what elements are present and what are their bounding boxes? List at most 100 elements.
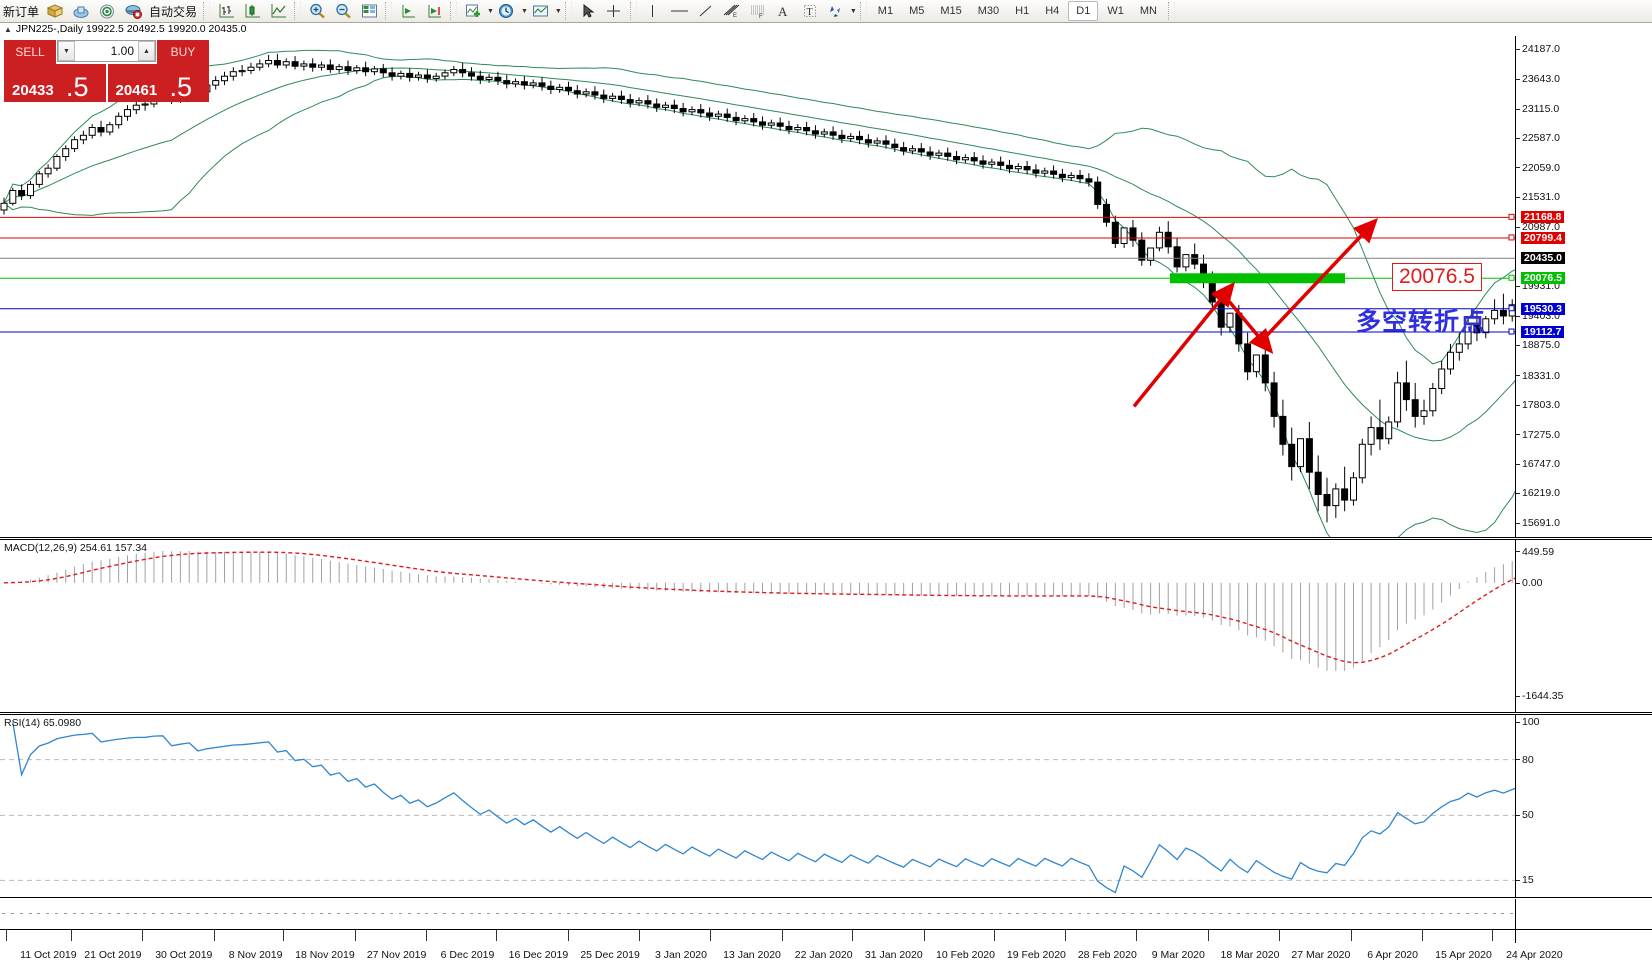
date-minor-tick — [372, 913, 376, 914]
date-label: 15 Apr 2020 — [1435, 949, 1492, 961]
date-minor-tick — [1175, 913, 1179, 914]
date-minor-tick — [1051, 913, 1055, 914]
date-minor-tick — [663, 913, 667, 914]
shift-start-icon[interactable] — [396, 1, 420, 21]
cursor-icon[interactable] — [576, 1, 600, 21]
volume-up-button[interactable]: ▲ — [138, 41, 155, 61]
date-axis[interactable]: 11 Oct 2019 21 Oct 2019 30 Oct 2019 8 Nov 2… — [0, 899, 1652, 961]
timeframe-button-m5[interactable]: M5 — [909, 5, 925, 17]
date-minor-tick — [1148, 913, 1152, 914]
date-minor-tick — [1413, 913, 1417, 914]
price-level-tag[interactable]: 21168.8 — [1521, 211, 1565, 224]
rsi-pane: RSI(14) 65.0980 100 80 50 15 — [0, 714, 1652, 898]
sell-button[interactable]: SELL — [4, 40, 56, 64]
rsi-plot-area[interactable] — [0, 715, 1515, 897]
trendline-icon[interactable] — [694, 1, 718, 21]
date-minor-tick — [981, 913, 984, 914]
indicators-icon[interactable] — [461, 1, 485, 21]
date-minor-tick — [1342, 913, 1346, 914]
timeframe-button-m15[interactable]: M15 — [940, 5, 962, 17]
label-icon[interactable]: T — [798, 1, 822, 21]
date-minor-tick — [787, 913, 790, 914]
buy-quote[interactable]: 20461 .5 — [107, 64, 209, 102]
bar-chart-icon[interactable] — [214, 1, 238, 21]
date-minor-tick — [319, 913, 323, 914]
date-minor-tick — [204, 913, 208, 914]
objects-icon[interactable] — [824, 1, 848, 21]
channel-icon[interactable]: F — [746, 1, 770, 21]
sell-price-fraction: .5 — [66, 72, 89, 102]
timeframe-button-h4[interactable]: H4 — [1045, 5, 1060, 17]
volume-input[interactable]: 1.00 — [110, 44, 134, 58]
date-minor-tick — [945, 913, 949, 914]
line-chart-icon[interactable] — [266, 1, 290, 21]
date-minor-tick — [495, 913, 499, 914]
toolbar-separator-5 — [564, 2, 572, 20]
volume-stepper[interactable]: ▼ 1.00 ▲ — [57, 40, 156, 62]
crosshair-icon[interactable] — [602, 1, 626, 21]
indicators-caret-icon[interactable]: ▼ — [487, 7, 494, 15]
new-order-button[interactable]: 新订单 — [3, 4, 40, 19]
price-level-tag[interactable]: 20799.4 — [1521, 231, 1565, 244]
candlestick-icon[interactable] — [240, 1, 264, 21]
date-minor-tick — [240, 913, 244, 914]
templates-caret-icon[interactable]: ▼ — [554, 7, 562, 15]
price-level-tag[interactable]: 19112.7 — [1521, 326, 1565, 339]
zoom-out-icon[interactable] — [331, 1, 355, 21]
period-caret-icon[interactable]: ▼ — [520, 7, 528, 15]
timeframe-button-d1[interactable]: D1 — [1068, 1, 1099, 21]
timeframe-button-w1[interactable]: W1 — [1107, 5, 1124, 17]
rsi-axis[interactable]: 100 80 50 15 — [1515, 715, 1652, 897]
date-minor-tick — [1016, 913, 1020, 914]
date-minor-tick — [416, 913, 420, 914]
price-axis[interactable]: 24187.0 23643.0 23115.0 22587.0 22059.0 21531… — [1515, 36, 1652, 537]
vline-icon[interactable] — [641, 1, 665, 21]
robot-icon[interactable] — [121, 1, 145, 21]
signal-icon[interactable] — [95, 1, 119, 21]
date-minor-tick — [407, 913, 411, 914]
autotrade-button[interactable]: 自动交易 — [149, 4, 198, 19]
date-minor-tick — [584, 913, 588, 914]
date-label: 8 Nov 2019 — [228, 949, 283, 961]
text-icon[interactable]: A — [772, 1, 796, 21]
timeframe-button-h1[interactable]: H1 — [1015, 5, 1030, 17]
price-level-tag[interactable]: 20076.5 — [1521, 272, 1565, 285]
collapse-triangle-icon[interactable]: ▲ — [4, 25, 12, 34]
cloud-icon[interactable] — [69, 1, 93, 21]
date-minor-tick — [557, 913, 561, 914]
zoom-in-icon[interactable] — [305, 1, 329, 21]
date-minor-tick — [1122, 913, 1126, 914]
date-minor-tick — [1395, 913, 1399, 914]
data-window-icon[interactable] — [357, 1, 381, 21]
timeframe-button-m1[interactable]: M1 — [877, 5, 894, 17]
date-minor-tick — [143, 913, 147, 914]
book-icon[interactable] — [43, 1, 67, 21]
date-minor-tick — [645, 913, 649, 914]
macd-plot-area[interactable] — [0, 540, 1515, 712]
price-level-tag[interactable]: 20435.0 — [1521, 252, 1565, 265]
timeframe-button-m30[interactable]: M30 — [977, 5, 1000, 17]
buy-button[interactable]: BUY — [157, 40, 209, 64]
date-minor-tick — [936, 913, 940, 914]
date-minor-tick — [169, 913, 173, 914]
price-plot-area[interactable]: 20076.5 多空转折点 — [0, 36, 1515, 537]
timeframe-button-mn[interactable]: MN — [1139, 5, 1157, 17]
sell-quote[interactable]: 20433 .5 — [4, 64, 106, 102]
date-minor-tick — [1078, 913, 1081, 914]
hline-icon[interactable] — [667, 1, 692, 21]
date-minor-tick — [1289, 913, 1293, 914]
macd-axis[interactable]: 449.59 0.00 -1644.35 — [1515, 540, 1652, 712]
fibo-icon[interactable]: E — [720, 1, 744, 21]
price-level-tag[interactable]: 19530.3 — [1521, 302, 1565, 315]
date-minor-tick — [46, 913, 50, 914]
shift-end-icon[interactable] — [422, 1, 446, 21]
date-minor-tick — [1201, 913, 1205, 914]
templates-icon[interactable] — [529, 1, 553, 21]
volume-down-button[interactable]: ▼ — [58, 41, 75, 61]
toolbar-separator-1 — [203, 2, 211, 20]
date-label: 18 Nov 2019 — [295, 949, 355, 961]
date-label: 18 Mar 2020 — [1220, 949, 1280, 961]
period-icon[interactable] — [495, 1, 519, 21]
one-click-trading-panel[interactable]: SELL ▼ 1.00 ▲ BUY 20433 .5 20461 .5 — [4, 40, 209, 102]
objects-caret-icon[interactable]: ▼ — [849, 7, 857, 15]
